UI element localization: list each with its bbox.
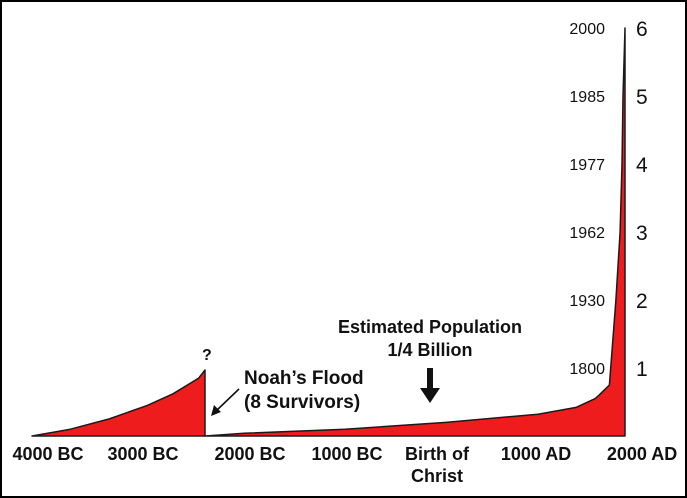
- x-axis-labels: 4000 BC 3000 BC 2000 BC 1000 BC Birth ofChri…: [12, 444, 677, 486]
- milestone-year-label: 1800: [569, 361, 605, 378]
- milestone-year-label: 1985: [569, 89, 605, 106]
- flood-label-line2: (8 Survivors): [244, 392, 360, 413]
- x-tick-label: 2000 BC: [214, 444, 285, 464]
- area-pre-flood: [31, 369, 206, 437]
- x-tick-label: Christ: [411, 466, 463, 486]
- y-axis-labels: 1800 1 1930 2 1962 3 1977 4 1985 5 2000 6: [569, 18, 648, 381]
- flood-arrow: [211, 388, 240, 416]
- milestone-year-label: 1962: [569, 225, 605, 242]
- estimate-label-line1: Estimated Population: [338, 317, 522, 337]
- x-tick-label: 3000 BC: [107, 444, 178, 464]
- x-tick-label: 2000 AD: [607, 444, 677, 464]
- milestone-year-label: 1930: [569, 293, 605, 310]
- annotations-group: ? Noah’s Flood (8 Survivors) Estimated P…: [202, 317, 522, 416]
- milestone-year-label: 1977: [569, 157, 605, 174]
- area-post-flood: [204, 27, 626, 437]
- y-tick-label: 2: [636, 290, 648, 313]
- x-tick-label: 1000 AD: [501, 444, 571, 464]
- y-tick-label: 4: [636, 154, 648, 177]
- estimate-label-line2: 1/4 Billion: [387, 340, 472, 360]
- y-tick-label: 6: [636, 18, 648, 41]
- x-tick-label: 1000 BC: [311, 444, 382, 464]
- x-tick-label: 4000 BC: [12, 444, 83, 464]
- x-tick-label: Birth of: [405, 444, 470, 464]
- flood-label-line1: Noah’s Flood: [244, 368, 364, 389]
- y-tick-label: 3: [636, 222, 648, 245]
- y-tick-label: 1: [636, 358, 648, 381]
- area-series-group: [31, 27, 626, 437]
- question-mark-label: ?: [202, 347, 212, 364]
- y-tick-label: 5: [636, 86, 648, 109]
- milestone-year-label: 2000: [569, 21, 605, 38]
- estimate-down-arrow: [420, 368, 440, 403]
